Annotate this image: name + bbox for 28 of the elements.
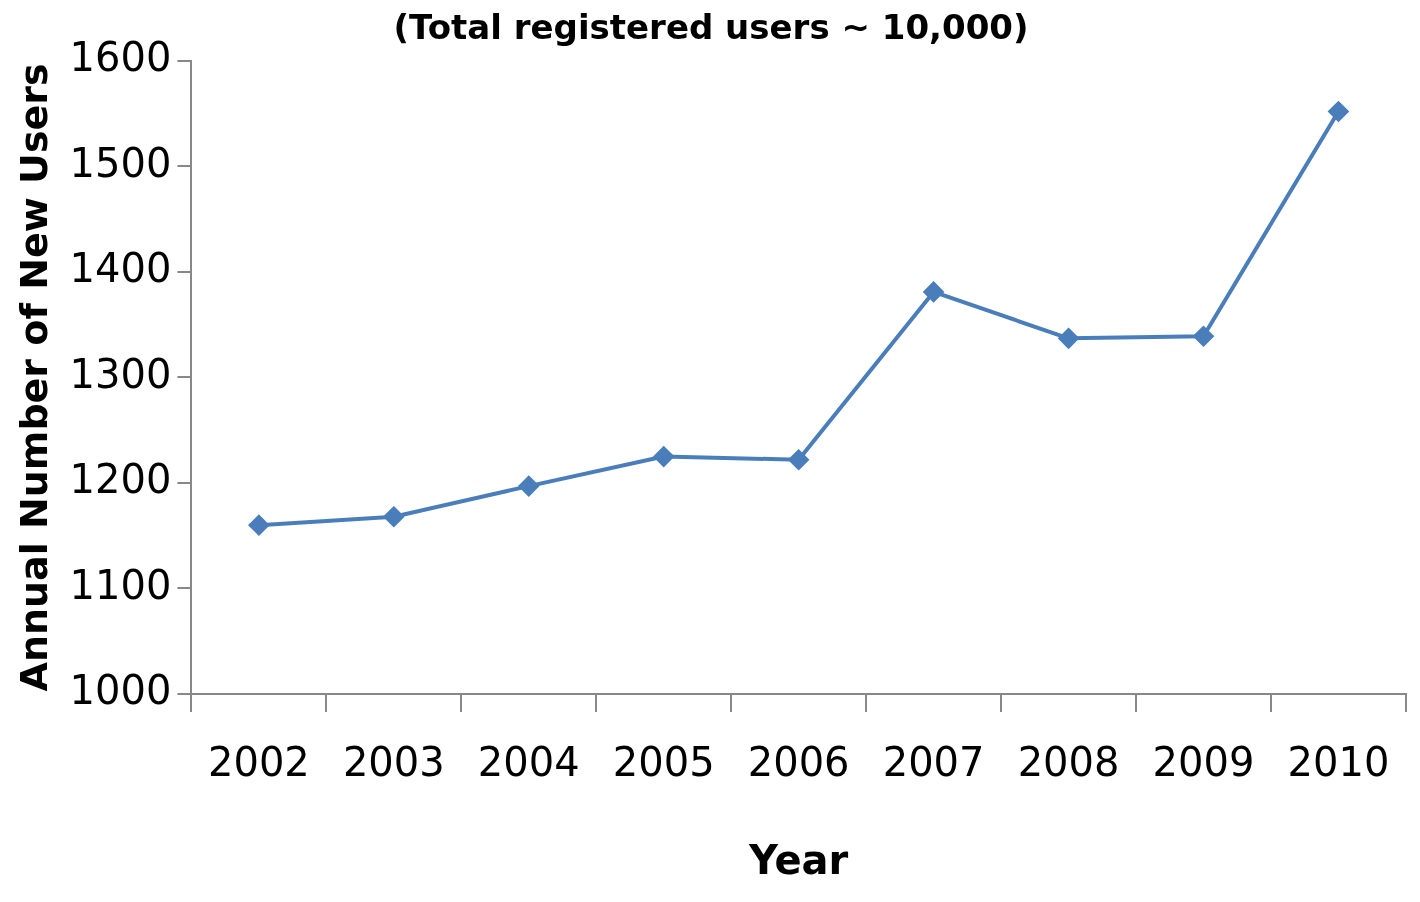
x-axis-title: Year <box>748 837 849 884</box>
x-tick-label: 2005 <box>612 739 715 786</box>
y-tick-label: 1100 <box>69 561 172 608</box>
point <box>788 449 809 470</box>
chart-title: (Total registered users ~ 10,000) <box>393 7 1029 48</box>
y-tick-label: 1600 <box>69 34 172 81</box>
y-tick-label: 1500 <box>69 139 172 186</box>
point <box>518 476 539 497</box>
point <box>1058 328 1079 349</box>
x-tick-label: 2008 <box>1017 739 1120 786</box>
point <box>923 281 944 302</box>
x-tick-label: 2006 <box>747 739 850 786</box>
x-tick-label: 2002 <box>207 739 310 786</box>
y-tick-label: 1300 <box>69 350 172 397</box>
point <box>383 506 404 527</box>
y-axis-title: Annual Number of New Users <box>11 63 56 692</box>
point <box>248 515 269 536</box>
x-tick-label: 2004 <box>477 739 580 786</box>
point <box>1328 101 1349 122</box>
y-tick-label: 1400 <box>69 245 172 292</box>
y-tick-label: 1200 <box>69 456 172 503</box>
point <box>653 446 674 467</box>
y-tick-label: 1000 <box>69 667 172 714</box>
x-tick-label: 2003 <box>342 739 445 786</box>
x-tick-label: 2010 <box>1287 739 1390 786</box>
x-tick-label: 2009 <box>1152 739 1255 786</box>
x-tick-label: 2007 <box>882 739 985 786</box>
point <box>1193 326 1214 347</box>
